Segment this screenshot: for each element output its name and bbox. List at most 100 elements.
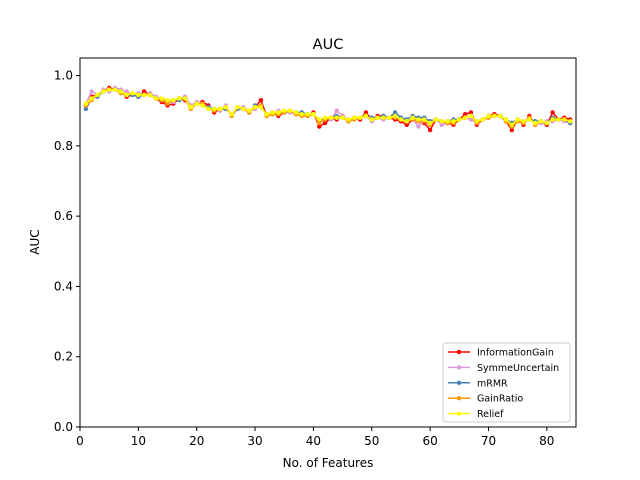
data-point <box>287 108 293 113</box>
data-point <box>503 117 509 122</box>
data-point <box>229 112 234 117</box>
data-point <box>509 127 515 133</box>
x-tick-label: 10 <box>131 434 146 448</box>
data-point <box>159 96 164 101</box>
data-point <box>328 115 334 120</box>
data-point <box>258 105 264 110</box>
data-point <box>433 117 439 122</box>
data-point <box>387 115 392 120</box>
data-point <box>538 119 544 124</box>
data-point <box>416 124 421 129</box>
data-point <box>375 115 380 120</box>
data-point <box>404 122 409 127</box>
data-point <box>468 113 474 119</box>
data-point <box>136 92 141 98</box>
data-point <box>334 108 339 113</box>
data-point <box>235 105 240 110</box>
data-point <box>217 106 223 112</box>
data-point <box>392 110 398 115</box>
data-point <box>299 112 304 117</box>
series-layer <box>83 85 573 133</box>
data-point <box>317 117 322 122</box>
data-point <box>369 117 374 122</box>
data-point <box>252 105 258 110</box>
data-point <box>311 112 316 117</box>
data-point <box>340 115 345 120</box>
legend-label: Relief <box>477 409 504 420</box>
data-point <box>124 92 129 98</box>
y-axis-title: AUC <box>28 229 42 254</box>
data-point <box>317 120 322 126</box>
data-point <box>293 110 299 115</box>
x-tick-label: 40 <box>306 434 321 448</box>
data-point <box>422 117 427 122</box>
series-relief <box>83 87 573 127</box>
data-point <box>392 113 398 119</box>
data-point <box>106 87 112 92</box>
legend-label: SymmeUncertain <box>477 363 559 374</box>
data-point <box>118 89 124 94</box>
data-point <box>439 119 444 124</box>
data-point <box>427 127 433 133</box>
data-point <box>165 101 170 106</box>
data-point <box>89 96 94 101</box>
legend-label: GainRatio <box>477 394 523 405</box>
data-point <box>194 101 199 106</box>
data-point <box>363 110 369 115</box>
data-point <box>83 101 89 106</box>
data-point <box>95 92 100 98</box>
data-point <box>305 112 310 117</box>
data-point <box>404 119 409 124</box>
y-axis: 0.0 0.2 0.4 0.6 0.8 1.0 <box>54 69 80 434</box>
data-point <box>451 119 456 124</box>
data-point <box>334 115 339 120</box>
x-tick-label: 30 <box>247 434 262 448</box>
data-point <box>509 122 515 127</box>
data-point <box>462 112 468 117</box>
data-point <box>83 106 89 112</box>
data-point <box>486 113 491 119</box>
x-tick-label: 0 <box>76 434 84 448</box>
data-point <box>130 90 135 96</box>
data-point <box>410 115 415 120</box>
x-tick-label: 60 <box>422 434 437 448</box>
data-point <box>322 120 328 126</box>
data-point <box>445 119 450 124</box>
y-tick-label: 0.2 <box>54 350 73 364</box>
data-point <box>352 115 357 120</box>
x-tick-label: 70 <box>481 434 496 448</box>
data-point <box>165 97 170 103</box>
legend-box <box>442 342 571 423</box>
x-tick-label: 20 <box>189 434 204 448</box>
data-point <box>247 108 252 113</box>
data-point <box>556 117 561 122</box>
y-tick-label: 0.6 <box>54 209 73 223</box>
data-point <box>241 106 246 112</box>
data-point <box>212 106 217 112</box>
y-tick-label: 1.0 <box>54 69 73 83</box>
data-point <box>416 117 421 122</box>
data-point <box>177 96 182 101</box>
data-point <box>276 110 281 115</box>
data-point <box>550 110 555 115</box>
data-point <box>532 120 538 126</box>
legend-label: mRMR <box>477 378 508 389</box>
data-point <box>89 89 94 94</box>
data-point <box>457 117 462 122</box>
data-point <box>544 120 550 126</box>
data-point <box>550 117 555 122</box>
data-point <box>462 115 468 120</box>
data-point <box>492 113 497 119</box>
data-point <box>468 110 474 115</box>
data-point <box>258 97 264 103</box>
data-point <box>497 113 503 119</box>
data-point <box>124 89 129 94</box>
data-point <box>527 117 532 122</box>
data-point <box>381 115 386 120</box>
data-point <box>515 117 520 122</box>
legend: InformationGain SymmeUncertain mRMR GainRat… <box>442 342 571 423</box>
chart-title: AUC <box>313 37 344 53</box>
legend-label: InformationGain <box>477 348 554 359</box>
data-point <box>270 110 275 115</box>
data-point <box>322 115 328 120</box>
